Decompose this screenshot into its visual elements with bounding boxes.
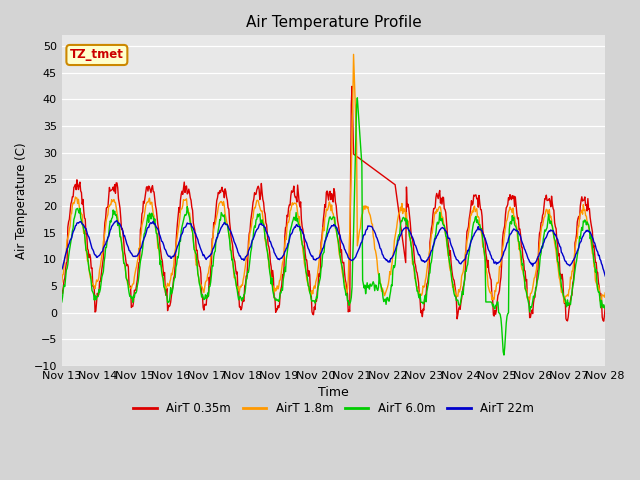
Line: AirT 1.8m: AirT 1.8m [62, 54, 605, 302]
AirT 0.35m [124, 262, 131, 267]
AirT 0.35m [600, 318, 607, 324]
AirT 1.8m [349, 51, 357, 57]
AirT 22m [180, 226, 188, 231]
Line: AirT 6.0m: AirT 6.0m [62, 98, 605, 355]
AirT 0.35m [58, 288, 66, 294]
AirT 0.35m [416, 297, 424, 303]
AirT 1.8m [68, 211, 76, 216]
X-axis label: Time: Time [318, 386, 349, 399]
AirT 6.0m [401, 215, 408, 221]
AirT 6.0m [207, 272, 215, 278]
AirT 22m [113, 218, 121, 224]
Y-axis label: Air Temperature (C): Air Temperature (C) [15, 143, 28, 259]
AirT 1.8m [207, 248, 215, 253]
AirT 1.8m [561, 300, 568, 305]
AirT 0.35m [348, 84, 356, 89]
AirT 6.0m [68, 234, 76, 240]
AirT 0.35m [207, 259, 215, 265]
AirT 22m [124, 244, 132, 250]
Line: AirT 22m: AirT 22m [62, 221, 605, 276]
AirT 22m [401, 226, 408, 231]
AirT 0.35m [401, 249, 408, 254]
Line: AirT 0.35m: AirT 0.35m [62, 86, 605, 321]
AirT 0.35m [179, 192, 187, 197]
AirT 1.8m [58, 279, 66, 285]
AirT 6.0m [353, 95, 361, 101]
AirT 6.0m [500, 352, 508, 358]
AirT 6.0m [124, 277, 131, 283]
AirT 22m [416, 253, 424, 259]
AirT 6.0m [416, 291, 424, 297]
AirT 1.8m [179, 203, 187, 208]
AirT 1.8m [602, 290, 609, 296]
AirT 22m [58, 266, 66, 272]
AirT 6.0m [58, 299, 66, 305]
AirT 22m [602, 273, 609, 279]
AirT 0.35m [602, 303, 609, 309]
AirT 1.8m [416, 294, 424, 300]
AirT 6.0m [602, 304, 609, 310]
AirT 6.0m [179, 221, 187, 227]
AirT 1.8m [124, 280, 131, 286]
Text: TZ_tmet: TZ_tmet [70, 48, 124, 61]
AirT 22m [209, 248, 216, 254]
Legend: AirT 0.35m, AirT 1.8m, AirT 6.0m, AirT 22m: AirT 0.35m, AirT 1.8m, AirT 6.0m, AirT 2… [128, 397, 539, 420]
AirT 22m [68, 235, 76, 241]
AirT 0.35m [68, 198, 76, 204]
AirT 1.8m [401, 208, 408, 214]
Title: Air Temperature Profile: Air Temperature Profile [246, 15, 421, 30]
